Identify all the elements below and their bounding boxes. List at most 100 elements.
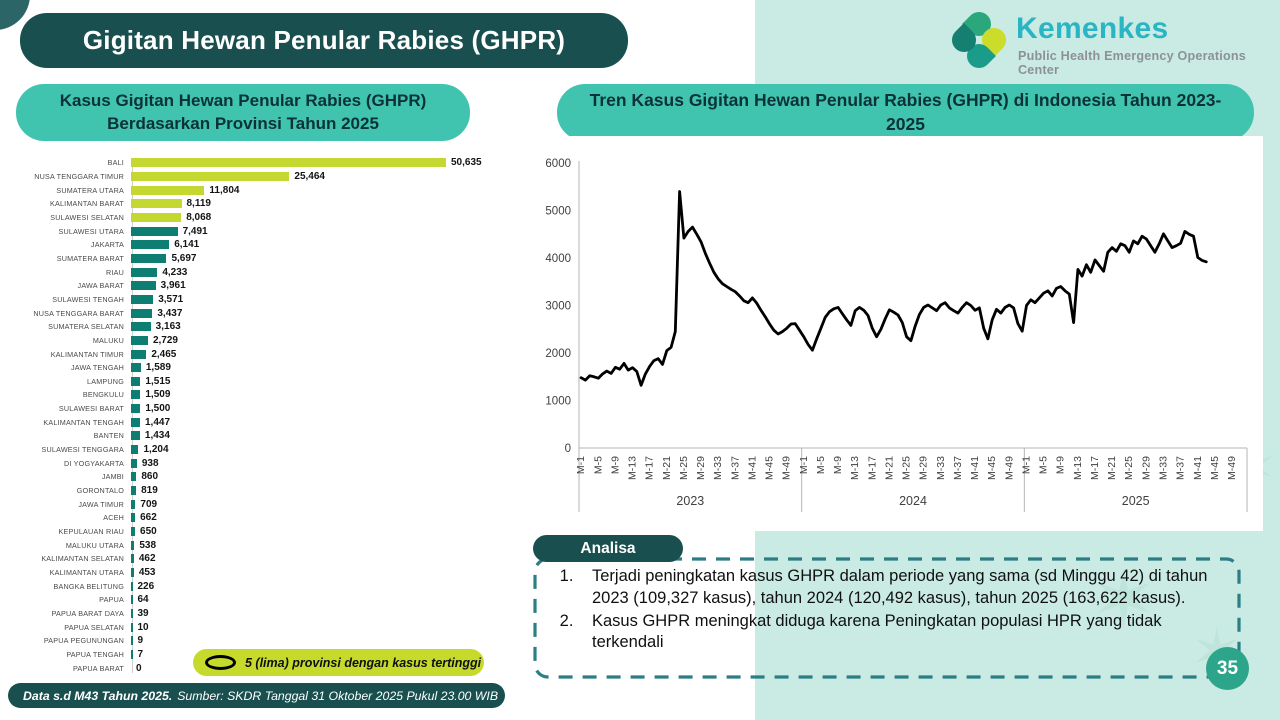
province-label: PAPUA BARAT	[72, 663, 124, 673]
bar-row: KALIMANTAN UTARA 453	[12, 566, 517, 580]
province-label: KALIMANTAN UTARA	[49, 568, 124, 578]
province-bar	[131, 595, 133, 605]
province-label: SULAWESI SELATAN	[50, 212, 124, 222]
province-value: 4,233	[162, 266, 188, 278]
y-axis-tick-label: 3000	[545, 301, 571, 313]
province-bar	[131, 431, 140, 441]
year-label: 2023	[676, 494, 704, 508]
province-value: 6,141	[174, 239, 200, 251]
y-axis-tick-label: 1000	[545, 396, 571, 408]
x-axis-tick-label: M-13	[627, 456, 639, 480]
year-label: 2025	[1122, 494, 1150, 508]
province-value: 1,434	[144, 430, 170, 442]
province-label: JAWA TENGAH	[70, 363, 124, 373]
bar-row: PAPUA BARAT 0	[12, 661, 517, 675]
bar-row: NUSA TENGGARA TIMUR 25,464	[12, 170, 517, 184]
province-label: SUMATERA UTARA	[56, 185, 124, 195]
province-value: 1,509	[145, 389, 171, 401]
province-value: 938	[141, 457, 159, 469]
province-value: 2,465	[151, 348, 177, 360]
province-label: JAWA TIMUR	[78, 499, 124, 509]
province-bar	[131, 363, 141, 373]
bar-row: SUMATERA SELATAN 3,163	[12, 320, 517, 334]
province-value: 10	[137, 621, 149, 633]
page-number-badge: 35	[1206, 647, 1249, 690]
province-bar	[131, 513, 136, 523]
x-axis-tick-label: M-1	[575, 456, 587, 474]
province-label: RIAU	[106, 267, 124, 277]
province-bar	[131, 349, 147, 359]
bar-row: SULAWESI TENGAH 3,571	[12, 293, 517, 307]
province-bar	[131, 608, 133, 618]
province-bar	[131, 240, 170, 250]
province-label: BENGKULU	[82, 390, 124, 400]
bar-row: JAWA TENGAH 1,589	[12, 361, 517, 375]
province-bar	[131, 458, 137, 468]
x-axis-tick-label: M-17	[644, 456, 656, 480]
province-label: KALIMANTAN SELATAN	[41, 554, 124, 564]
x-axis-tick-label: M-29	[695, 456, 707, 480]
logo-subtitle-text: Public Health Emergency Operations Cente…	[1018, 49, 1246, 77]
province-bar	[131, 581, 133, 591]
bar-row: MALUKU 2,729	[12, 334, 517, 348]
province-value: 650	[140, 526, 157, 538]
province-value: 7,491	[182, 225, 208, 237]
bar-row: JAWA BARAT 3,961	[12, 279, 517, 293]
y-axis-tick-label: 5000	[545, 206, 571, 218]
bar-chart-legend: 5 (lima) provinsi dengan kasus tertinggi	[193, 649, 484, 676]
footer-period: Data s.d M43 Tahun 2025.	[23, 688, 173, 703]
province-value: 2,729	[152, 334, 178, 346]
province-label: SULAWESI TENGAH	[52, 294, 124, 304]
x-axis-tick-label: M-45	[986, 456, 998, 480]
province-label: BALI	[107, 158, 124, 168]
province-bar	[131, 390, 141, 400]
y-axis-tick-label: 2000	[545, 348, 571, 360]
province-bar	[131, 499, 136, 509]
x-axis-tick-label: M-29	[918, 456, 930, 480]
province-bar	[131, 404, 141, 414]
province-label: ACEH	[103, 513, 124, 523]
highlight-oval-icon	[205, 655, 236, 670]
x-axis-tick-label: M-45	[764, 456, 776, 480]
province-label: KALIMANTAN BARAT	[49, 199, 124, 209]
bar-chart-axis-line	[132, 158, 133, 673]
x-axis-tick-label: M-45	[1209, 456, 1221, 480]
x-axis-tick-label: M-49	[781, 456, 793, 480]
bar-row: PAPUA BARAT DAYA 39	[12, 607, 517, 621]
province-label: SULAWESI TENGGARA	[41, 445, 124, 455]
province-bar	[131, 554, 134, 564]
province-value: 860	[141, 471, 159, 483]
bar-row: RIAU 4,233	[12, 265, 517, 279]
bar-row: BANTEN 1,434	[12, 429, 517, 443]
x-axis-tick-label: M-37	[1175, 456, 1187, 480]
x-axis-tick-label: M-41	[1192, 456, 1204, 480]
bar-row: GORONTALO 819	[12, 484, 517, 498]
bar-row: JAKARTA 6,141	[12, 238, 517, 252]
x-axis-tick-label: M-37	[729, 456, 741, 480]
bar-row: SULAWESI SELATAN 8,068	[12, 211, 517, 225]
bar-row: SULAWESI BARAT 1,500	[12, 402, 517, 416]
province-bar	[131, 540, 135, 550]
province-value: 662	[140, 512, 157, 524]
province-value: 453	[138, 567, 156, 579]
province-bar	[131, 335, 148, 345]
x-axis-tick-label: M-41	[746, 456, 758, 480]
province-bar	[131, 308, 153, 318]
bar-row: BANGKA BELITUNG 226	[12, 579, 517, 593]
x-axis-tick-label: M-17	[1089, 456, 1101, 480]
left-chart-title: Kasus Gigitan Hewan Penular Rabies (GHPR…	[16, 84, 470, 141]
province-value: 1,500	[145, 403, 171, 415]
x-axis-tick-label: M-37	[952, 456, 964, 480]
province-value: 5,697	[171, 252, 197, 264]
province-bar	[131, 472, 137, 482]
x-axis-tick-label: M-13	[1072, 456, 1084, 480]
province-bar	[131, 527, 136, 537]
province-label: LAMPUNG	[87, 376, 124, 386]
x-axis-tick-label: M-33	[935, 456, 947, 480]
x-axis-tick-label: M-5	[592, 456, 604, 474]
province-value: 39	[137, 607, 149, 619]
x-axis-tick-label: M-49	[1003, 456, 1015, 480]
kemenkes-logo: Kemenkes Public Health Emergency Operati…	[947, 7, 1260, 77]
province-label: JAWA BARAT	[77, 281, 124, 291]
province-value: 7	[137, 648, 144, 660]
